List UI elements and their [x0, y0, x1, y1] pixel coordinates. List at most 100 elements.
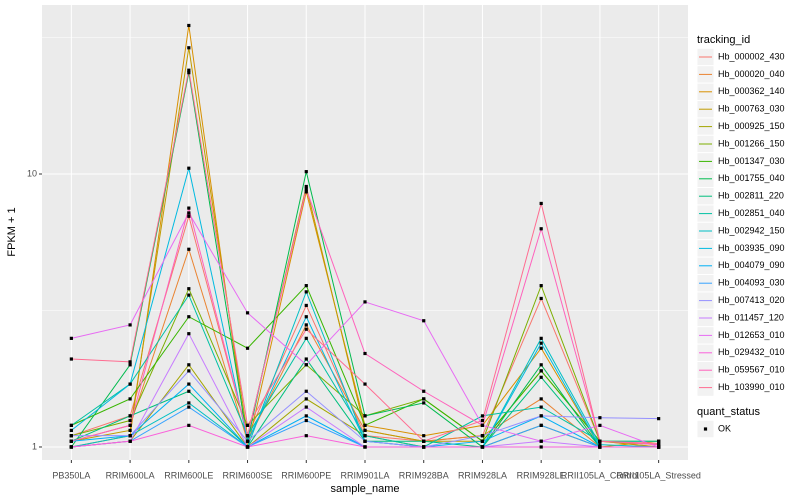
x-tick-label: RRII105LA_Control — [561, 470, 639, 480]
data-point — [539, 296, 543, 301]
data-point — [187, 214, 191, 218]
x-tick-label: RRIM600LA — [106, 470, 155, 480]
data-point — [657, 439, 661, 443]
data-point — [422, 397, 426, 401]
data-point — [539, 414, 543, 418]
legend-label: Hb_001347_030 — [718, 156, 785, 166]
legend-label: Hb_002851_040 — [718, 208, 785, 218]
data-point — [245, 423, 250, 427]
x-tick-label: RRIM928LA — [458, 470, 507, 480]
data-point — [304, 327, 308, 331]
data-point — [480, 439, 485, 443]
data-point — [128, 434, 132, 438]
data-point — [304, 303, 308, 308]
data-point — [304, 397, 308, 401]
data-point — [304, 418, 308, 423]
data-point — [422, 401, 426, 405]
data-point — [363, 428, 367, 433]
data-point — [69, 428, 73, 433]
data-point — [480, 434, 485, 438]
legend-point — [703, 427, 708, 431]
data-point — [128, 382, 132, 386]
data-point — [363, 414, 367, 418]
data-point — [187, 389, 191, 393]
data-point — [539, 397, 543, 401]
legend-label: Hb_000763_030 — [718, 104, 785, 114]
data-point — [187, 71, 191, 75]
legend-label: Hb_001755_040 — [718, 173, 785, 183]
data-point — [304, 405, 308, 409]
data-point — [304, 336, 308, 340]
data-point — [187, 369, 191, 373]
legend-title: tracking_id — [697, 34, 750, 46]
x-tick-label: RRII105LA_Stressed — [616, 470, 701, 480]
x-tick-label: RRIM901LA — [340, 470, 389, 480]
data-point — [69, 357, 73, 361]
legend-label: Hb_002811_220 — [718, 191, 784, 201]
data-point — [539, 284, 543, 288]
data-point — [539, 201, 543, 206]
data-point — [187, 206, 191, 210]
data-point — [128, 428, 132, 433]
data-point — [363, 423, 367, 427]
data-point — [304, 184, 308, 189]
data-point — [539, 375, 543, 379]
y-tick-label: 1 — [32, 441, 37, 451]
data-point — [245, 346, 250, 350]
legend-label: Hb_011457_120 — [718, 312, 784, 322]
data-point — [304, 323, 308, 327]
data-point — [187, 166, 191, 170]
data-point — [304, 190, 308, 194]
data-point — [128, 439, 132, 443]
y-axis-label: FPKM + 1 — [6, 207, 18, 256]
data-point — [598, 445, 602, 449]
data-point — [657, 417, 661, 421]
data-point — [128, 423, 132, 427]
data-point — [539, 363, 543, 367]
data-point — [187, 46, 191, 50]
data-point — [598, 443, 602, 447]
data-point — [539, 346, 543, 350]
data-point — [539, 439, 543, 443]
data-point — [363, 439, 367, 443]
data-point — [304, 357, 308, 361]
data-point — [363, 351, 367, 356]
data-point — [187, 405, 191, 409]
data-point — [304, 363, 308, 367]
data-point — [128, 397, 132, 401]
legend-label: Hb_000002_430 — [718, 51, 785, 61]
legend-label: Hb_004079_090 — [718, 260, 785, 270]
legend-title: quant_status — [697, 406, 760, 418]
legend-label: Hb_000925_150 — [718, 121, 785, 131]
data-point — [539, 405, 543, 409]
data-point — [363, 382, 367, 386]
data-point — [187, 401, 191, 405]
data-point — [245, 445, 250, 449]
y-tick-label: 10 — [27, 168, 37, 178]
data-point — [657, 441, 661, 446]
x-tick-label: RRIM600PE — [281, 470, 331, 480]
data-point — [480, 423, 485, 427]
data-point — [245, 311, 250, 315]
x-tick-label: RRIM928LE — [517, 470, 566, 480]
data-point — [69, 439, 73, 443]
data-point — [187, 423, 191, 427]
data-point — [128, 363, 132, 367]
data-point — [480, 418, 485, 423]
legend-label: Hb_003935_090 — [718, 243, 785, 253]
data-point — [539, 336, 543, 340]
data-point — [187, 211, 191, 215]
legend-label: Hb_000362_140 — [718, 86, 785, 96]
data-point — [187, 287, 191, 291]
data-point — [657, 445, 661, 449]
legend-label: Hb_002942_150 — [718, 225, 785, 235]
data-point — [539, 369, 543, 373]
data-point — [363, 300, 367, 304]
legend-label: OK — [718, 423, 731, 433]
data-point — [128, 323, 132, 327]
data-point — [422, 439, 426, 443]
x-tick-label: RRIM928BA — [399, 470, 449, 480]
data-point — [69, 336, 73, 340]
